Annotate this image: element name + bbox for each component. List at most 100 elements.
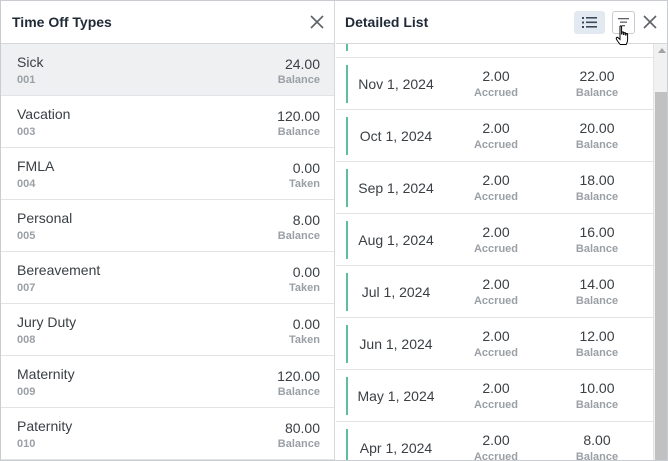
accrued-value: 2.00 — [482, 328, 510, 344]
time-off-type-row[interactable]: Vacation 003 120.00 Balance — [1, 96, 334, 148]
type-amount-label: Balance — [277, 126, 320, 138]
row-accent-bar — [346, 65, 348, 103]
type-code: 003 — [17, 126, 36, 138]
accrued-label: Accrued — [473, 399, 519, 411]
time-off-type-row[interactable]: Paternity 010 80.00 Balance — [1, 408, 334, 460]
balance-value: 8.00 — [583, 432, 611, 448]
detail-row[interactable]: Accrued Balance — [336, 44, 654, 58]
accrued-label: Accrued — [473, 139, 519, 151]
accrued-label: Accrued — [473, 451, 519, 461]
detail-row[interactable]: Oct 1, 2024 2.00 Accrued 20.00 Balance — [336, 110, 654, 162]
row-accent-bar — [346, 44, 348, 51]
close-right-panel-button[interactable] — [641, 13, 659, 31]
accrued-label: Accrued — [473, 347, 519, 359]
type-name: Maternity — [17, 366, 75, 382]
balance-label: Balance — [575, 191, 619, 203]
type-code: 010 — [17, 438, 36, 450]
type-amount: 80.00 — [284, 420, 320, 436]
type-name: FMLA — [17, 158, 55, 174]
accrued-label: Accrued — [473, 243, 519, 255]
detail-date: Oct 1, 2024 — [359, 128, 433, 144]
filter-icon — [618, 18, 629, 27]
type-code: 004 — [17, 178, 36, 190]
type-name: Bereavement — [17, 262, 101, 278]
panel-title: Detailed List — [345, 14, 429, 30]
detail-date: Jul 1, 2024 — [361, 284, 431, 300]
detailed-list-panel: Detailed List — [336, 1, 667, 461]
time-off-type-list: Sick 001 24.00 Balance Vacation 003 120.00 Bala… — [1, 44, 334, 460]
detail-date: Apr 1, 2024 — [359, 440, 433, 456]
time-off-type-row[interactable]: Bereavement 007 0.00 Taken — [1, 252, 334, 304]
time-off-type-row[interactable]: Sick 001 24.00 Balance — [1, 44, 334, 96]
balance-label: Balance — [575, 139, 619, 151]
detail-row[interactable]: Sep 1, 2024 2.00 Accrued 18.00 Balance — [336, 162, 654, 214]
type-amount: 0.00 — [292, 160, 320, 176]
balance-value: 16.00 — [579, 224, 615, 240]
detail-row[interactable]: Apr 1, 2024 2.00 Accrued 8.00 Balance — [336, 422, 654, 461]
balance-value: 12.00 — [579, 328, 615, 344]
panel-title: Time Off Types — [12, 14, 112, 30]
accrued-value: 2.00 — [482, 172, 510, 188]
type-amount-label: Balance — [277, 74, 320, 86]
detailed-list-viewport: Accrued Balance Nov 1, 2024 2.00 Accrued 22.0… — [336, 44, 654, 461]
time-off-type-row[interactable]: Personal 005 8.00 Balance — [1, 200, 334, 252]
detail-date: Aug 1, 2024 — [358, 232, 434, 248]
close-icon — [310, 15, 324, 29]
close-left-panel-button[interactable] — [308, 13, 326, 31]
row-accent-bar — [346, 325, 348, 363]
balance-label: Balance — [575, 295, 619, 307]
balance-value: 20.00 — [579, 120, 615, 136]
type-name: Jury Duty — [17, 314, 77, 330]
row-accent-bar — [346, 117, 348, 155]
list-view-button[interactable] — [574, 11, 605, 34]
time-off-type-row[interactable]: FMLA 004 0.00 Taken — [1, 148, 334, 200]
detail-row[interactable]: Jun 1, 2024 2.00 Accrued 12.00 Balance — [336, 318, 654, 370]
type-amount-label: Taken — [289, 334, 320, 346]
balance-label: Balance — [575, 347, 619, 359]
detail-date: Sep 1, 2024 — [358, 180, 434, 196]
type-amount-label: Taken — [289, 178, 320, 190]
type-amount: 24.00 — [284, 56, 320, 72]
accrued-value: 2.00 — [482, 432, 510, 448]
accrued-value: 2.00 — [482, 276, 510, 292]
list-view-icon — [582, 17, 597, 28]
time-off-types-panel: Time Off Types Sick 001 24.00 Balance Vacati… — [1, 1, 335, 460]
balance-label: Balance — [575, 243, 619, 255]
detail-row[interactable]: May 1, 2024 2.00 Accrued 10.00 Balance — [336, 370, 654, 422]
accrued-value: 2.00 — [482, 120, 510, 136]
type-amount: 8.00 — [292, 212, 320, 228]
scroll-up-arrow-icon[interactable] — [658, 48, 666, 53]
detail-row[interactable]: Jul 1, 2024 2.00 Accrued 14.00 Balance — [336, 266, 654, 318]
accrued-label: Accrued — [456, 44, 536, 47]
detailed-list: Accrued Balance Nov 1, 2024 2.00 Accrued 22.0… — [336, 44, 654, 461]
type-amount-label: Balance — [277, 438, 320, 450]
accrued-label: Accrued — [473, 191, 519, 203]
type-code: 001 — [17, 74, 36, 86]
detailed-list-header: Detailed List — [336, 1, 667, 44]
balance-value: 22.00 — [579, 68, 615, 84]
accrued-value: 2.00 — [482, 224, 510, 240]
scrollbar-thumb[interactable] — [655, 92, 667, 460]
type-amount: 120.00 — [277, 108, 320, 124]
time-off-type-row[interactable]: Jury Duty 008 0.00 Taken — [1, 304, 334, 356]
type-amount: 0.00 — [292, 264, 320, 280]
type-amount-label: Balance — [277, 386, 320, 398]
vertical-scrollbar[interactable] — [653, 44, 667, 460]
detail-row[interactable]: Aug 1, 2024 2.00 Accrued 16.00 Balance — [336, 214, 654, 266]
type-name: Paternity — [17, 418, 73, 434]
type-name: Vacation — [17, 106, 71, 122]
balance-label: Balance — [575, 451, 619, 461]
detail-row[interactable]: Nov 1, 2024 2.00 Accrued 22.00 Balance — [336, 58, 654, 110]
time-off-type-row[interactable]: Maternity 009 120.00 Balance — [1, 356, 334, 408]
type-amount: 0.00 — [292, 316, 320, 332]
detail-date: Jun 1, 2024 — [359, 336, 433, 352]
type-code: 008 — [17, 334, 36, 346]
balance-value: 14.00 — [579, 276, 615, 292]
type-amount-label: Balance — [277, 230, 320, 242]
balance-value: 18.00 — [579, 172, 615, 188]
type-name: Sick — [17, 54, 44, 70]
balance-value: 10.00 — [579, 380, 615, 396]
balance-label: Balance — [557, 44, 637, 47]
type-code: 005 — [17, 230, 36, 242]
